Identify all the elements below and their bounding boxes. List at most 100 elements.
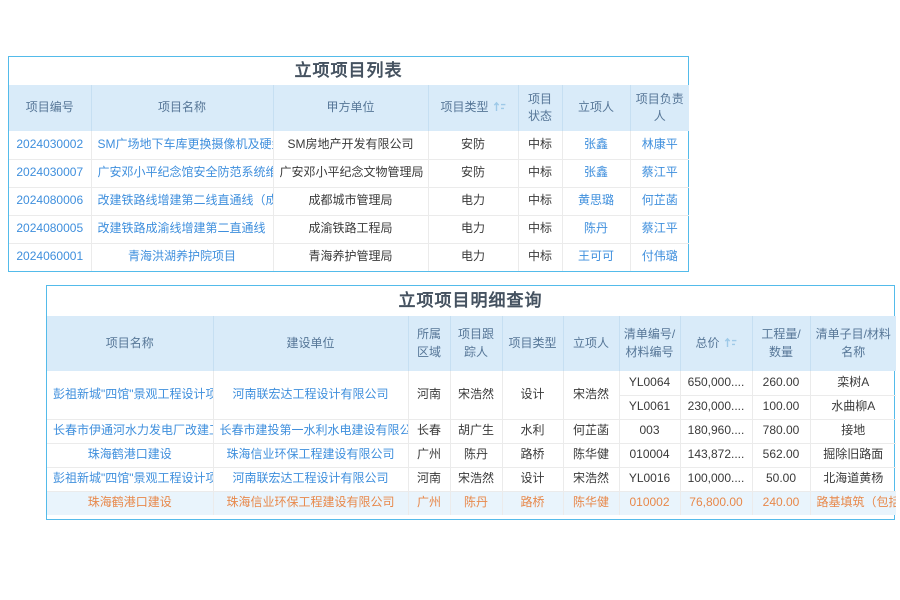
cell-text: 中标 — [518, 159, 563, 188]
table-row[interactable]: YL0061 230,000.... 100.00 水曲柳A — [47, 395, 896, 420]
cell-link[interactable]: 2024060001 — [9, 243, 92, 271]
cell-link[interactable]: 何芷菡 — [630, 187, 689, 216]
cell-link[interactable]: 广安邓小平纪念馆安全防范系统维护... — [91, 159, 274, 188]
cell-link[interactable]: 改建铁路成渝线增建第二直通线（成... — [91, 215, 274, 244]
cell-text: 143,872.... — [680, 443, 753, 468]
cell-text: 76,800.00 — [680, 491, 753, 515]
column-header-label: 项目类型 — [508, 335, 557, 350]
cell-link[interactable]: 蔡江平 — [630, 159, 689, 188]
sort-icon[interactable] — [724, 337, 737, 348]
project-list-panel: 立项项目列表 项目编号 项目名称 甲方单位 项目类型 项目状态 立项人 项目负责人 2024… — [8, 56, 689, 272]
cell-link[interactable]: 珠海鹤港口建设 — [47, 491, 214, 515]
header-row: 项目编号 项目名称 甲方单位 项目类型 项目状态 立项人 项目负责人 — [9, 85, 689, 131]
cell-link[interactable]: 2024080006 — [9, 187, 92, 216]
project-list-title: 立项项目列表 — [294, 61, 403, 80]
cell-link[interactable]: 2024080005 — [9, 215, 92, 244]
cell-text: 电力 — [428, 187, 519, 216]
cell-text: 接地 — [810, 419, 896, 444]
cell-text: 100.00 — [752, 395, 811, 420]
cell-text: 北海道黄杨 — [810, 467, 896, 492]
cell-text: 长春 — [408, 419, 451, 444]
cell-text: 宋浩然 — [563, 467, 620, 492]
cell-text: 安防 — [428, 131, 519, 160]
cell-link[interactable]: 长春市伊通河水力发电厂改建工程 — [47, 419, 214, 444]
cell-text: 河南 — [408, 371, 451, 420]
table-row[interactable]: 2024030007广安邓小平纪念馆安全防范系统维护...广安邓小平纪念文物管理… — [9, 159, 689, 188]
cell-link[interactable]: 彭祖新城"四馆"景观工程设计项目 — [47, 371, 214, 420]
cell-text: YL0016 — [619, 467, 681, 492]
cell-link[interactable]: 2024030007 — [9, 159, 92, 188]
cell-text: 230,000.... — [680, 395, 753, 420]
column-header-label: 项目编号 — [25, 100, 74, 115]
cell-text: YL0064 — [619, 371, 681, 396]
cell-link[interactable]: 王可可 — [562, 243, 631, 271]
table-row[interactable]: 彭祖新城"四馆"景观工程设计项目 河南联宏达工程设计有限公司 河南 宋浩然 设计 宋浩然 Y… — [47, 371, 896, 420]
cell-text: 青海养护管理局 — [273, 243, 429, 271]
cell-text: 中标 — [518, 187, 563, 216]
cell-link[interactable]: 蔡江平 — [630, 215, 689, 244]
cell-link[interactable]: 付伟璐 — [641, 249, 678, 264]
column-header-label: 项目跟踪人 — [457, 327, 494, 359]
cell-link[interactable]: 珠海信业环保工程建设有限公司 — [213, 491, 409, 515]
cell-link[interactable]: 林康平 — [630, 131, 689, 160]
table-row[interactable]: 珠海鹤港口建设 珠海信业环保工程建设有限公司 广州 陈丹 路桥 陈华健 010002 76,8… — [47, 491, 896, 515]
cell-text: 010004 — [619, 443, 681, 468]
table-row[interactable]: 2024060001 青海洪湖养护院项目 青海养护管理局 电力 中标 王可可 付伟璐 — [9, 243, 689, 271]
column-header: 建设单位 — [213, 316, 409, 371]
cell-text: 路基填筑（包括... — [810, 491, 896, 515]
cell-link[interactable]: 珠海信业环保工程建设有限公司 — [213, 443, 409, 468]
sort-icon[interactable] — [493, 101, 506, 112]
column-header: 立项人 — [562, 85, 631, 131]
column-header: 项目类型 — [502, 316, 564, 371]
cell-text: 240.00 — [752, 491, 811, 515]
cell-text: 陈华健 — [563, 491, 620, 515]
cell-link[interactable]: 彭祖新城"四馆"景观工程设计项目 — [47, 467, 214, 492]
project-detail-title: 立项项目明细查询 — [398, 291, 543, 310]
cell-text: 陈丹 — [450, 491, 503, 515]
column-header-label: 建设单位 — [286, 335, 335, 350]
table-row[interactable]: 2024080006改建铁路线增建第二线直通线（成都-...成都城市管理局电力中… — [9, 187, 689, 216]
cell-link[interactable]: 青海洪湖养护院项目 — [91, 243, 274, 271]
sortable-column-header[interactable]: 总价 — [680, 316, 753, 371]
cell-text: SM房地产开发有限公司 — [273, 131, 429, 160]
cell-link[interactable]: 张鑫 — [562, 131, 631, 160]
cell-text: 宋浩然 — [450, 467, 503, 492]
cell-text: 100,000.... — [680, 467, 753, 492]
cell-link[interactable]: 黄思璐 — [562, 187, 631, 216]
table-row[interactable]: 长春市伊通河水力发电厂改建工程长春市建投第一水利水电建设有限公司长春胡广生水利何… — [47, 419, 896, 444]
table-row[interactable]: 珠海鹤港口建设 珠海信业环保工程建设有限公司 广州 陈丹 路桥 陈华健 010004 143,… — [47, 443, 896, 468]
cell-link[interactable]: 河南联宏达工程设计有限公司 — [213, 467, 409, 492]
table-row[interactable]: 彭祖新城"四馆"景观工程设计项目 河南联宏达工程设计有限公司 河南 宋浩然 设计 宋浩然 Y… — [47, 467, 896, 492]
cell-link[interactable]: 长春市建投第一水利水电建设有限公司 — [213, 419, 409, 444]
cell-text: 胡广生 — [450, 419, 503, 444]
cell-link[interactable]: SM广场地下车库更换摄像机及硬盘项目 — [91, 131, 274, 160]
column-header-label: 立项人 — [577, 100, 614, 115]
cell-text: YL0061 — [619, 395, 681, 420]
cell-text: 何芷菡 — [563, 419, 620, 444]
column-header-label: 项目名称 — [157, 100, 206, 115]
cell-link[interactable]: 陈丹 — [562, 215, 631, 244]
table-row[interactable]: 2024030002SM广场地下车库更换摄像机及硬盘项目SM房地产开发有限公司安… — [9, 131, 689, 160]
column-header: 项目状态 — [518, 85, 563, 131]
cell-text: 650,000.... — [680, 371, 753, 396]
cell-link[interactable]: 张鑫 — [562, 159, 631, 188]
column-header: 清单编号/材料编号 — [619, 316, 681, 371]
cell-link[interactable]: 2024030002 — [9, 131, 92, 160]
cell-text: 成都城市管理局 — [273, 187, 429, 216]
cell-link[interactable]: 改建铁路线增建第二线直通线（成都-... — [91, 187, 274, 216]
column-header: 项目名称 — [47, 316, 214, 371]
column-header-label: 总价 — [695, 335, 720, 350]
cell-text: 水利 — [502, 419, 564, 444]
column-header: 工程量/数量 — [752, 316, 811, 371]
cell-link[interactable]: 河南联宏达工程设计有限公司 — [213, 371, 409, 420]
t2-body: 彭祖新城"四馆"景观工程设计项目 河南联宏达工程设计有限公司 河南 宋浩然 设计 宋浩然 Y… — [47, 371, 896, 515]
cell-link[interactable]: 珠海鹤港口建设 — [47, 443, 214, 468]
table-row[interactable]: 2024080005改建铁路成渝线增建第二直通线（成...成渝铁路工程局电力中标… — [9, 215, 689, 244]
column-header: 项目名称 — [91, 85, 274, 131]
sortable-column-header[interactable]: 项目类型 — [428, 85, 519, 131]
project-list-table: 项目编号 项目名称 甲方单位 项目类型 项目状态 立项人 项目负责人 2024030002 S… — [9, 85, 689, 271]
cell-text: 陈丹 — [450, 443, 503, 468]
cell-text: 中标 — [518, 131, 563, 160]
column-header: 项目负责人 — [630, 85, 689, 131]
cell-text: 562.00 — [752, 443, 811, 468]
